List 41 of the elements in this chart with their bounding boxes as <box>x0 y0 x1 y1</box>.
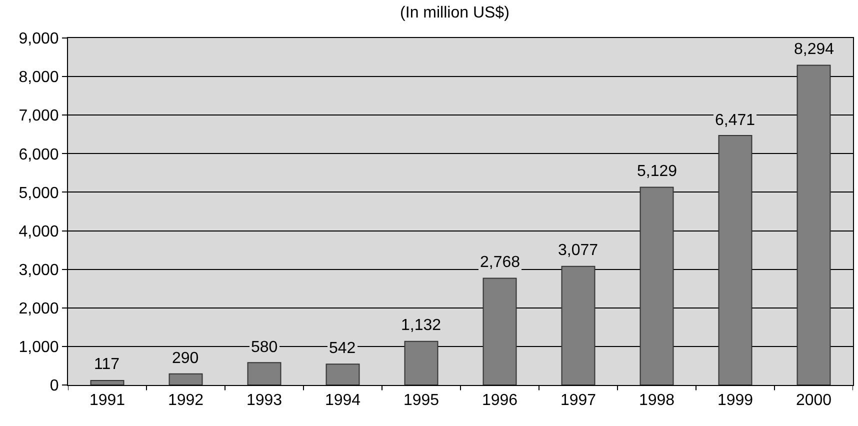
y-tick-label: 3,000 <box>18 262 59 279</box>
bar <box>90 380 124 385</box>
x-tick-label: 1993 <box>246 392 282 410</box>
bar <box>796 64 831 385</box>
data-label: 8,294 <box>794 41 834 58</box>
chart-title: (In million US$) <box>400 4 510 22</box>
y-tick-label: 0 <box>50 378 59 395</box>
x-tick-label: 1991 <box>89 392 126 410</box>
data-label: 2,768 <box>480 254 520 271</box>
x-tick-label: 1995 <box>403 392 440 410</box>
y-tick-label: 7,000 <box>18 108 59 125</box>
x-tick-label: 1996 <box>482 392 518 410</box>
x-tick-label: 1997 <box>560 392 596 410</box>
data-label: 542 <box>329 340 356 357</box>
bar <box>561 266 596 385</box>
bar <box>718 135 752 385</box>
bar <box>168 373 203 385</box>
x-tick-label: 2000 <box>796 392 832 410</box>
bar <box>247 362 282 385</box>
y-tick-label: 4,000 <box>18 223 59 240</box>
y-tick-label: 2,000 <box>18 300 59 318</box>
x-tick-label: 1998 <box>638 392 675 410</box>
y-tick-label: 8,000 <box>18 69 59 86</box>
x-tick-label: 1999 <box>717 392 754 410</box>
x-tick-label: 1994 <box>324 392 361 410</box>
data-label: 6,471 <box>715 112 756 129</box>
y-tick-label: 6,000 <box>18 146 59 164</box>
x-tick-label: 1992 <box>168 392 204 410</box>
bar <box>404 340 438 385</box>
data-label: 290 <box>172 350 199 367</box>
bar <box>326 364 360 385</box>
bar <box>482 278 517 385</box>
y-tick-label: 1,000 <box>18 339 59 356</box>
data-label: 580 <box>251 339 278 356</box>
bar <box>640 186 674 385</box>
data-label: 5,129 <box>637 163 678 180</box>
y-tick-label: 5,000 <box>18 184 59 202</box>
data-label: 1,132 <box>401 317 442 334</box>
data-label: 117 <box>94 356 120 373</box>
data-label: 3,077 <box>558 242 598 259</box>
y-tick-label: 9,000 <box>18 30 59 48</box>
